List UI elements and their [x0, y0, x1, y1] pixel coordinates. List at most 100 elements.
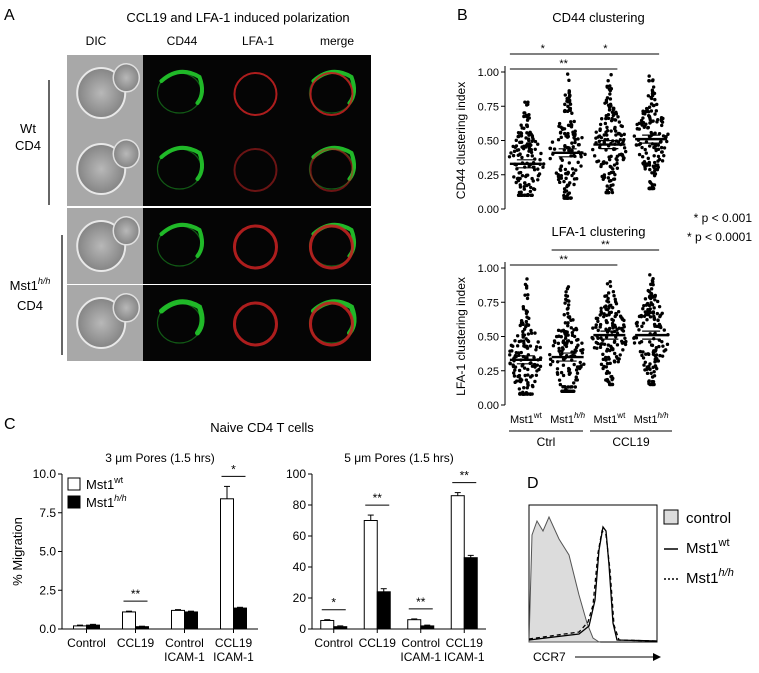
data-point	[519, 131, 524, 136]
data-point	[644, 163, 649, 168]
data-point	[602, 175, 607, 180]
data-point	[648, 315, 653, 319]
y-tick-label: 60	[293, 529, 307, 543]
data-point	[563, 93, 567, 97]
data-point	[521, 305, 525, 309]
data-point	[660, 311, 664, 315]
lfa1-signal	[308, 224, 354, 270]
data-point	[650, 278, 655, 283]
x-tick-label: Control	[165, 636, 204, 650]
data-point	[525, 296, 530, 301]
data-point	[656, 318, 660, 322]
significance-label: **	[131, 587, 141, 601]
data-point	[516, 148, 521, 152]
data-point	[648, 273, 652, 277]
data-point	[565, 196, 570, 200]
data-point	[615, 356, 620, 360]
data-point	[604, 98, 609, 102]
wt-histogram	[528, 525, 658, 642]
data-point	[651, 85, 656, 89]
data-point	[613, 172, 617, 177]
y-tick-label: 20	[293, 591, 307, 605]
data-point	[579, 155, 583, 159]
legend-swatch	[663, 509, 679, 525]
data-point	[552, 339, 557, 343]
fluorescence-background	[219, 131, 295, 207]
data-point	[650, 343, 655, 348]
data-point	[621, 348, 625, 352]
bar	[463, 557, 478, 630]
data-point	[566, 306, 570, 310]
data-point	[528, 375, 533, 379]
data-point	[650, 294, 654, 298]
data-point	[604, 294, 609, 298]
data-point	[526, 367, 530, 372]
x-axis-label: CCR7	[533, 650, 566, 664]
column-header: LFA-1	[242, 34, 274, 48]
data-point	[536, 167, 540, 171]
fluorescence-background	[295, 55, 371, 131]
fluorescence-background	[143, 285, 219, 361]
data-point	[605, 85, 609, 89]
data-point	[563, 321, 568, 325]
data-point	[602, 342, 607, 346]
data-point	[559, 370, 564, 375]
data-point	[648, 362, 652, 366]
data-point	[526, 380, 530, 385]
data-point	[517, 193, 521, 197]
micrograph-cell	[143, 55, 219, 131]
data-point	[528, 189, 533, 194]
data-point	[660, 354, 665, 358]
data-point	[562, 187, 567, 191]
data-point	[646, 125, 651, 130]
data-point	[526, 332, 531, 336]
data-point	[644, 312, 648, 317]
data-point	[569, 326, 573, 330]
data-point	[623, 149, 628, 154]
data-point	[618, 137, 623, 142]
data-point	[639, 339, 644, 344]
data-point	[647, 74, 651, 78]
data-point	[642, 304, 646, 308]
data-point	[521, 329, 525, 334]
data-point	[599, 362, 604, 367]
data-point	[524, 286, 529, 290]
data-point	[651, 380, 656, 384]
data-point	[606, 116, 611, 121]
data-point	[643, 297, 648, 301]
data-point	[572, 177, 577, 181]
data-point	[555, 367, 560, 371]
chart-title: 3 μm Pores (1.5 hrs)	[105, 451, 215, 465]
data-point	[609, 129, 613, 133]
x-tick-label: Control	[314, 636, 353, 650]
data-point	[591, 326, 595, 330]
data-point	[538, 157, 542, 162]
data-point	[548, 352, 552, 357]
data-point	[556, 138, 561, 142]
data-point	[652, 314, 656, 319]
data-point	[592, 154, 597, 158]
data-point	[526, 323, 530, 327]
data-point	[562, 179, 566, 184]
data-point	[651, 350, 656, 354]
significance-label: **	[416, 595, 426, 609]
data-point	[578, 360, 582, 365]
data-point	[602, 312, 606, 316]
data-point	[518, 392, 522, 396]
legend-swatch	[67, 477, 81, 491]
data-point	[615, 154, 620, 158]
data-point	[613, 325, 618, 329]
data-point	[606, 296, 610, 301]
bar	[184, 611, 198, 630]
data-point	[559, 164, 563, 169]
data-point	[513, 380, 517, 385]
bar	[376, 591, 391, 630]
data-point	[605, 125, 609, 130]
data-point	[613, 127, 617, 131]
data-point	[641, 350, 645, 354]
data-point	[604, 114, 608, 118]
data-point	[525, 386, 529, 390]
ccr7-histogram: CCR7 control Mst1wt Mst1h/h	[528, 504, 734, 664]
data-point	[579, 164, 583, 168]
data-point	[657, 131, 662, 136]
